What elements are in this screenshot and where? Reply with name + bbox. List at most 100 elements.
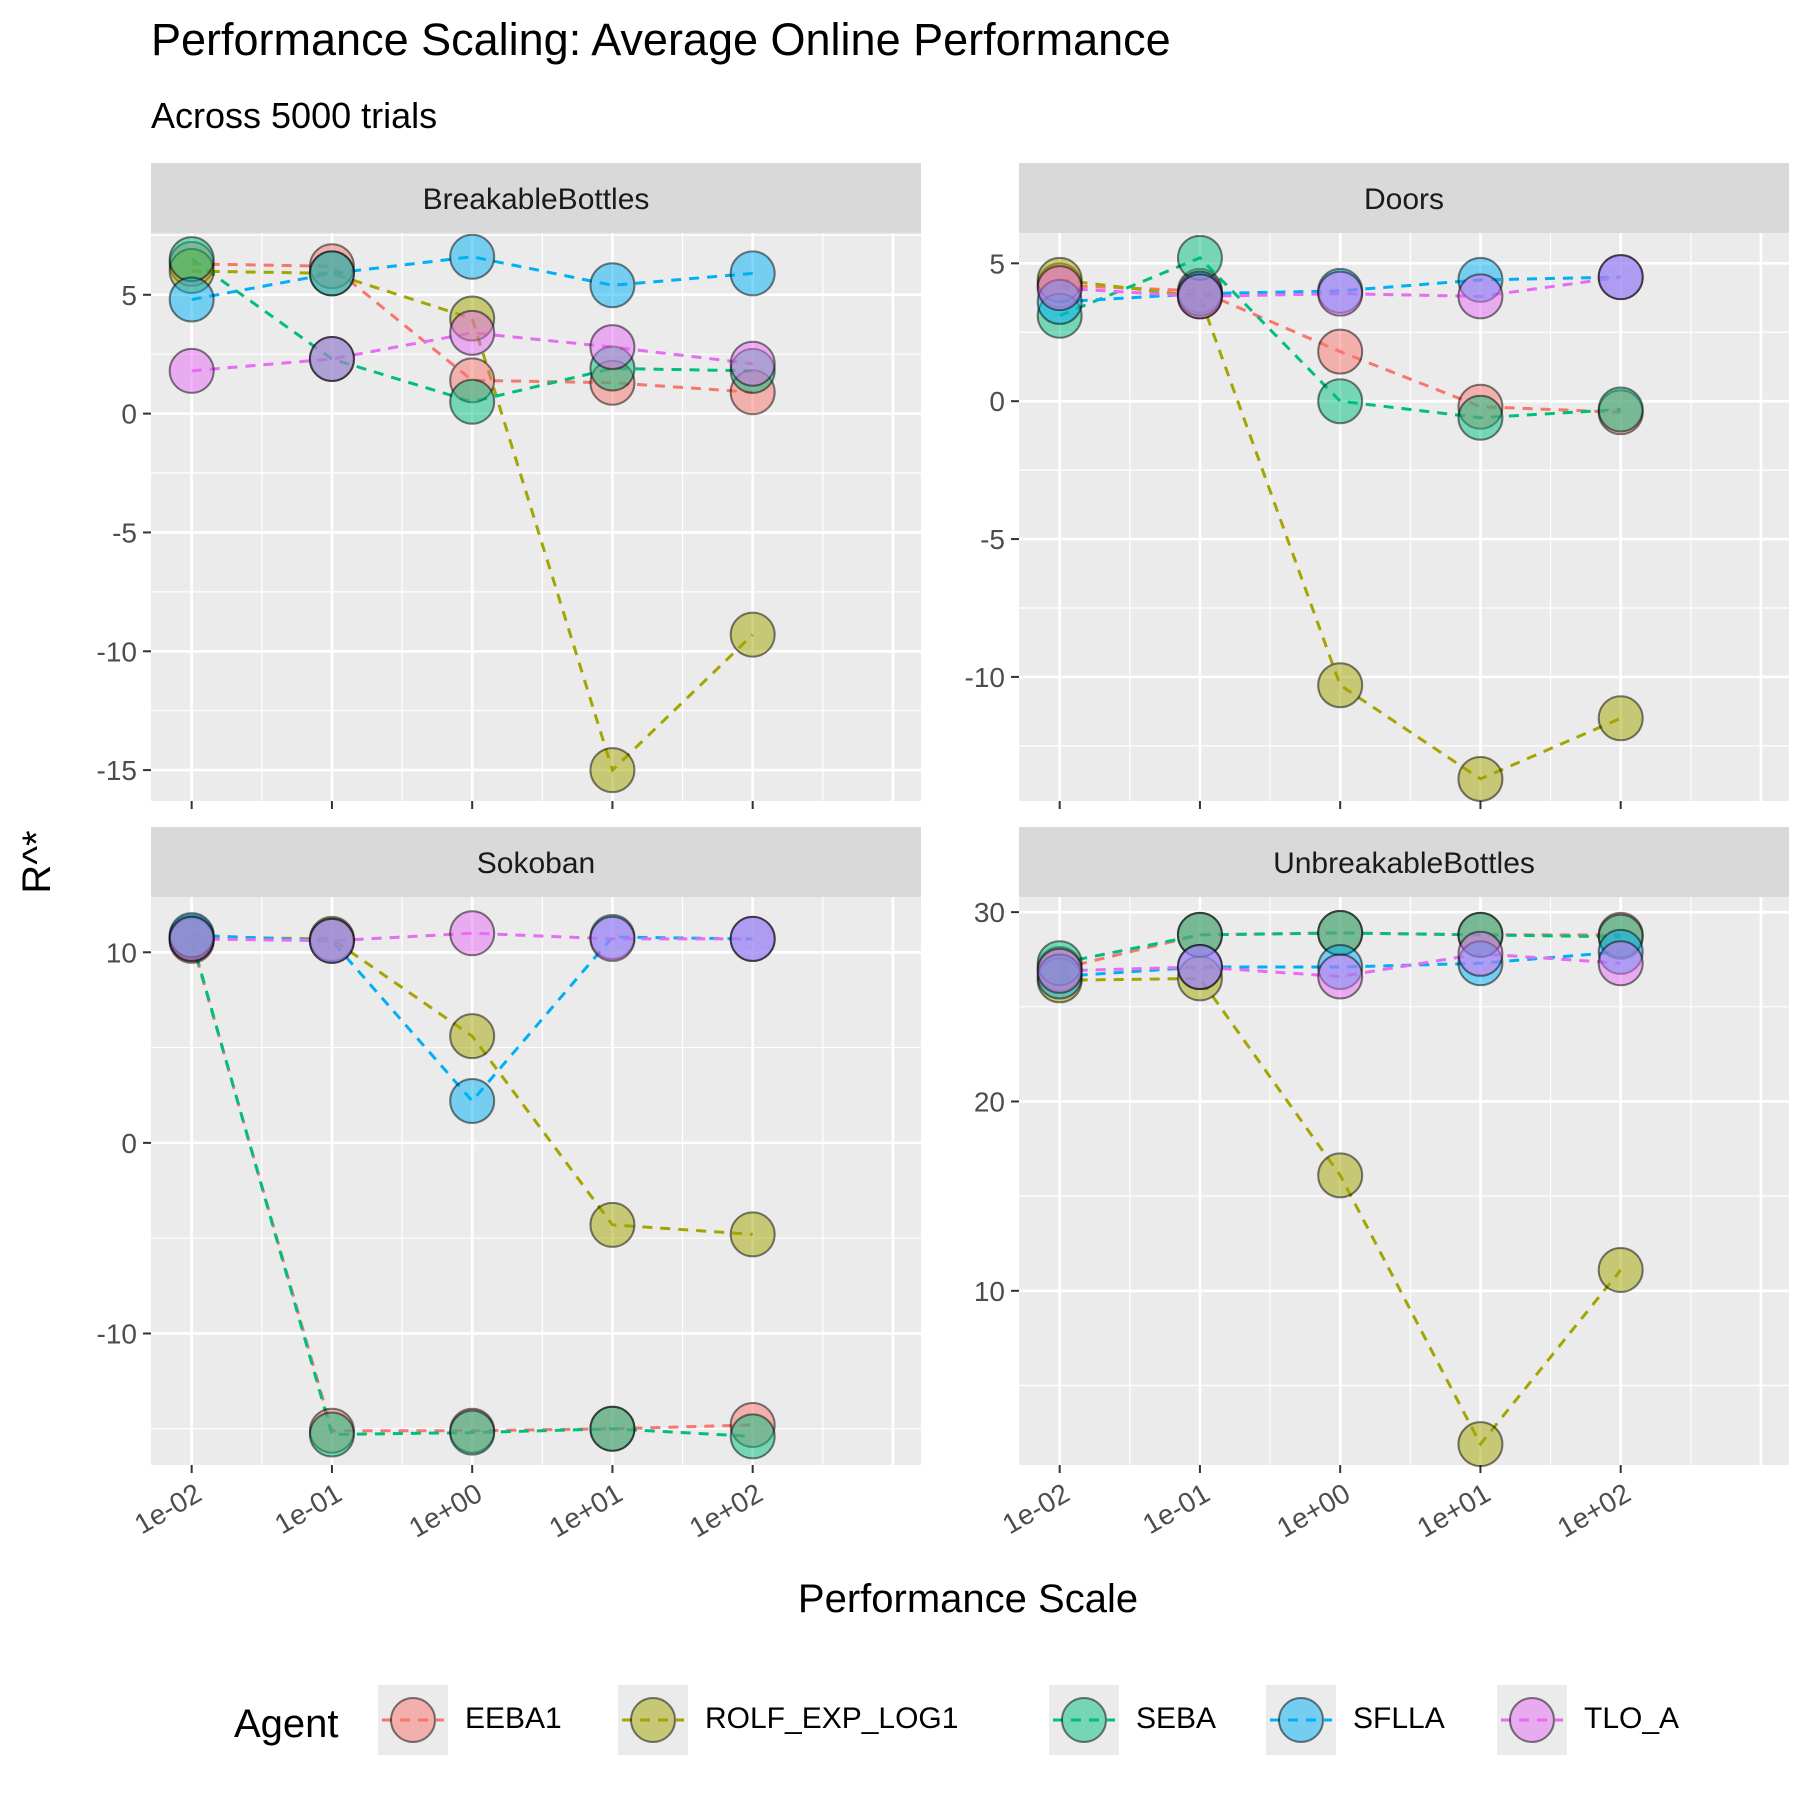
series-line-seba xyxy=(1059,256,1621,420)
data-point-tlo-a xyxy=(589,915,636,962)
legend-key-point xyxy=(1509,1697,1555,1743)
data-point-tlo-a xyxy=(1597,254,1644,301)
x-tick-label: 1e+00 xyxy=(1272,1477,1356,1543)
x-tick-label: 1e+01 xyxy=(1412,1477,1496,1543)
data-point-seba xyxy=(1597,386,1644,433)
legend-key xyxy=(1049,1685,1119,1755)
y-tick-label: 10 xyxy=(106,937,137,968)
data-point-tlo-a xyxy=(1036,947,1083,994)
y-tick-label: -5 xyxy=(112,517,137,548)
data-point-tlo-a xyxy=(589,324,636,371)
data-point-sflla xyxy=(589,262,636,309)
legend-key-point xyxy=(390,1697,436,1743)
data-point-eeba1 xyxy=(1317,328,1364,375)
panel-sokoban: Sokoban 10 0 -10 1e-02 1e-01 1e+00 1e+01 1e+02 xyxy=(97,827,921,1544)
legend-key-symbol xyxy=(1270,1697,1332,1743)
data-point-rolf-exp-log1 xyxy=(1317,1152,1364,1199)
data-point-tlo-a xyxy=(1176,944,1223,991)
data-point-tlo-a xyxy=(729,340,776,387)
y-tick-label: 30 xyxy=(974,897,1005,928)
legend-key-point xyxy=(1278,1697,1324,1743)
legend-key xyxy=(378,1685,448,1755)
y-tick-label: -10 xyxy=(97,1318,137,1349)
legend-key xyxy=(1497,1685,1567,1755)
series-line-seba xyxy=(1059,931,1621,965)
series-line-seba xyxy=(190,257,753,404)
data-point-seba xyxy=(1317,378,1364,425)
x-tick-label: 1e-02 xyxy=(997,1477,1075,1540)
y-tick-label: 0 xyxy=(121,1128,137,1159)
data-point-sflla xyxy=(168,276,215,323)
facet-strip xyxy=(151,827,921,897)
series-line-sflla xyxy=(1059,275,1621,304)
legend-label: SEBA xyxy=(1136,1702,1217,1735)
series-points xyxy=(1036,909,1644,1468)
data-point-tlo-a xyxy=(1597,940,1644,987)
data-point-tlo-a xyxy=(729,915,776,962)
data-point-tlo-a xyxy=(1317,953,1364,1000)
facet-label: BreakableBottles xyxy=(423,183,650,216)
data-point-sflla xyxy=(449,1077,496,1124)
x-tick-label: 1e-01 xyxy=(1137,1477,1215,1540)
y-tick-label: -15 xyxy=(97,755,137,786)
data-point-tlo-a xyxy=(308,917,355,964)
data-point-sflla xyxy=(729,250,776,297)
legend-key-point xyxy=(1061,1697,1107,1743)
data-point-rolf-exp-log1 xyxy=(729,1211,776,1258)
chart-subtitle: Across 5000 trials xyxy=(151,95,438,136)
legend-label: EEBA1 xyxy=(465,1702,562,1735)
facet-label: Doors xyxy=(1364,183,1444,216)
data-point-rolf-exp-log1 xyxy=(589,747,636,794)
y-tick-label: -5 xyxy=(980,524,1005,555)
data-point-tlo-a xyxy=(1317,270,1364,317)
data-point-tlo-a xyxy=(168,915,215,962)
legend-title: Agent xyxy=(234,1702,339,1746)
y-tick-label: 0 xyxy=(989,386,1005,417)
series-line-tlo-a xyxy=(1059,952,1621,979)
data-point-tlo-a xyxy=(1036,265,1083,312)
data-point-seba xyxy=(729,1413,776,1460)
legend-key-symbol xyxy=(1501,1697,1563,1743)
panel-background xyxy=(151,897,921,1465)
data-point-tlo-a xyxy=(1457,273,1504,320)
x-tick-label: 1e+02 xyxy=(1552,1477,1636,1543)
data-point-rolf-exp-log1 xyxy=(1457,1421,1504,1468)
x-tick-label: 1e-02 xyxy=(129,1477,207,1540)
data-point-rolf-exp-log1 xyxy=(1457,755,1504,802)
data-point-sflla xyxy=(308,250,355,297)
y-tick-label: 20 xyxy=(974,1086,1005,1117)
facet-label: UnbreakableBottles xyxy=(1273,847,1535,880)
legend-label: ROLF_EXP_LOG1 xyxy=(705,1702,959,1735)
y-tick-label: -10 xyxy=(97,636,137,667)
data-point-tlo-a xyxy=(1176,273,1223,320)
y-tick-label: 5 xyxy=(121,280,137,311)
data-point-tlo-a xyxy=(449,910,496,957)
panel-background xyxy=(151,233,921,801)
series-line-tlo-a xyxy=(1059,275,1621,298)
data-point-tlo-a xyxy=(1457,930,1504,977)
legend-key-point xyxy=(630,1697,676,1743)
data-point-seba xyxy=(308,1411,355,1458)
legend-key-symbol xyxy=(1053,1697,1115,1743)
data-point-sflla xyxy=(449,233,496,280)
data-point-tlo-a xyxy=(449,309,496,356)
data-point-rolf-exp-log1 xyxy=(1317,662,1364,709)
y-tick-label: 0 xyxy=(121,399,137,430)
data-point-seba xyxy=(589,1405,636,1452)
data-point-rolf-exp-log1 xyxy=(1597,1246,1644,1293)
series-line-sflla xyxy=(1059,950,1621,979)
x-tick-label: 1e-01 xyxy=(269,1477,347,1540)
series-line-sflla xyxy=(191,255,753,302)
legend-key-symbol xyxy=(382,1697,444,1743)
y-tick-label: 10 xyxy=(974,1276,1005,1307)
x-tick-label: 1e+01 xyxy=(544,1477,628,1543)
data-point-rolf-exp-log1 xyxy=(1597,695,1644,742)
legend-label: TLO_A xyxy=(1584,1702,1680,1735)
data-point-rolf-exp-log1 xyxy=(449,1013,496,1060)
series-line-rolf-exp-log1 xyxy=(191,269,754,773)
facet-strip xyxy=(1019,827,1789,897)
data-point-seba xyxy=(1457,394,1504,441)
faceted-line-chart: BreakableBottles50-5-10-15Doors50-5-10So… xyxy=(15,163,1789,1621)
legend: Agent EEBA1 ROLF_EXP_LOG1 SEBA SFLLA TLO_A xyxy=(0,1680,1800,1760)
series-lines xyxy=(190,255,754,773)
